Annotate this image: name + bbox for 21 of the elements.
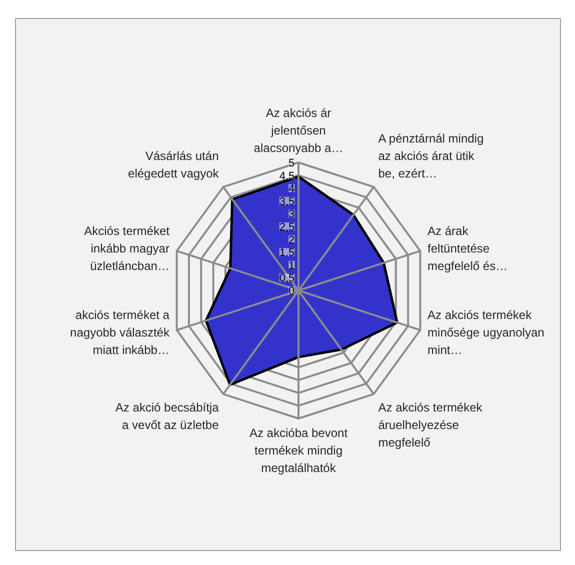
spoke-label: Az akcióba bevont termékek mindig megtalálhatók — [249, 426, 348, 476]
spoke-label: Az árak feltüntetése megfelelő és… — [428, 224, 508, 274]
y-tick-label: 2,5 — [279, 222, 295, 234]
y-tick-label: 3 — [288, 208, 295, 221]
y-tick-label: 1 — [288, 260, 295, 272]
spoke-label: Vásárlás után elégedett vagyok — [128, 149, 220, 181]
y-tick-label: 0,5 — [279, 272, 295, 285]
y-tick-label: 5 — [288, 158, 295, 170]
spoke-label: Akciós terméket inkább magyar üzletláncban… — [84, 224, 170, 274]
spoke-label: Az akciós ár jelentősen alacsonyabb a… — [254, 106, 344, 155]
spoke-label: Az akciós termékek minősége ugyanolyan mint… — [428, 308, 544, 357]
y-tick-label: 0 — [288, 286, 295, 298]
spoke-label: akciós terméket a nagyobb választék miatt inkább… — [70, 308, 170, 357]
y-tick-label: 4 — [288, 183, 295, 196]
y-tick-label: 1,5 — [279, 247, 295, 260]
y-tick-label: 4,5 — [279, 170, 295, 182]
spoke-label: Az akciós termékek áruelhelyezése megfelelő — [378, 400, 484, 450]
spoke-label: Az akció becsábítja a vevőt az üzletbe — [115, 400, 220, 432]
spoke-label: A pénztárnál mindig az akciós árat ütik be, ezért… — [378, 132, 484, 181]
y-tick-label: 3,5 — [279, 196, 295, 208]
y-tick-label: 2 — [288, 234, 295, 246]
